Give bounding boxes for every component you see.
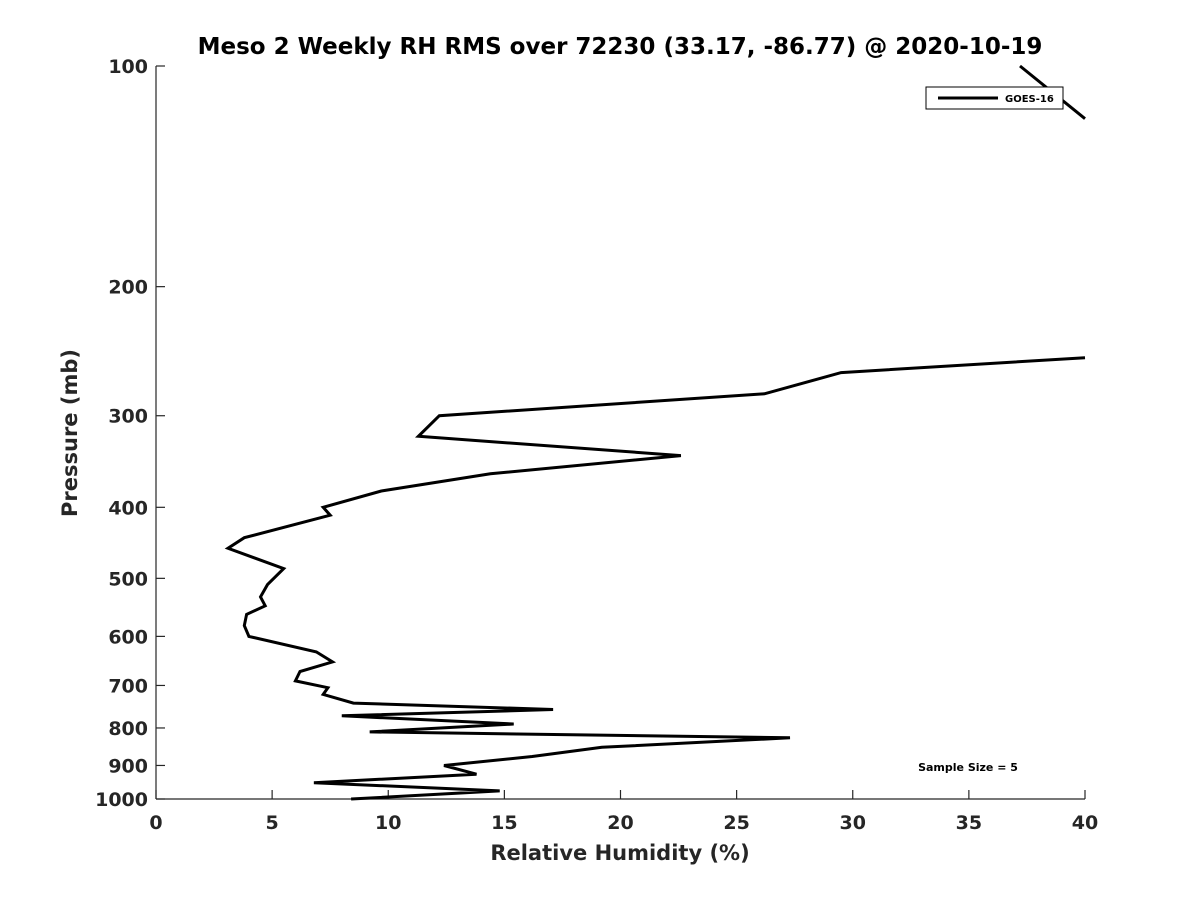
y-tick-label: 200 xyxy=(108,277,148,299)
chart-title: Meso 2 Weekly RH RMS over 72230 (33.17, … xyxy=(198,34,1043,60)
x-tick-label: 5 xyxy=(266,812,279,834)
x-tick-label: 25 xyxy=(723,812,749,834)
x-ticks: 0 5 10 15 20 25 30 35 40 xyxy=(149,790,1098,834)
y-tick-label: 500 xyxy=(108,568,148,590)
x-axis-label: Relative Humidity (%) xyxy=(490,841,749,865)
sample-size-annotation: Sample Size = 5 xyxy=(918,761,1018,774)
plot-area xyxy=(155,66,1085,800)
series-line-goes-16 xyxy=(224,356,1086,801)
y-tick-label: 300 xyxy=(108,406,148,428)
y-tick-label: 1000 xyxy=(95,789,148,811)
x-tick-label: 20 xyxy=(607,812,633,834)
x-tick-label: 15 xyxy=(491,812,517,834)
y-tick-label: 400 xyxy=(108,497,148,519)
x-tick-label: 30 xyxy=(840,812,866,834)
y-axis-label: Pressure (mb) xyxy=(58,349,82,517)
series-layer xyxy=(224,64,1086,801)
legend-label: GOES-16 xyxy=(1005,94,1054,105)
x-tick-label: 0 xyxy=(149,812,162,834)
x-tick-label: 10 xyxy=(375,812,401,834)
y-ticks: 100 200 300 400 500 600 700 800 900 1000 xyxy=(95,56,165,811)
y-tick-label: 600 xyxy=(108,626,148,648)
x-tick-label: 35 xyxy=(956,812,982,834)
y-tick-label: 900 xyxy=(108,755,148,777)
y-tick-label: 800 xyxy=(108,718,148,740)
y-tick-label: 700 xyxy=(108,675,148,697)
legend: GOES-16 xyxy=(925,86,1064,110)
y-tick-label: 100 xyxy=(108,56,148,78)
x-tick-label: 40 xyxy=(1072,812,1098,834)
